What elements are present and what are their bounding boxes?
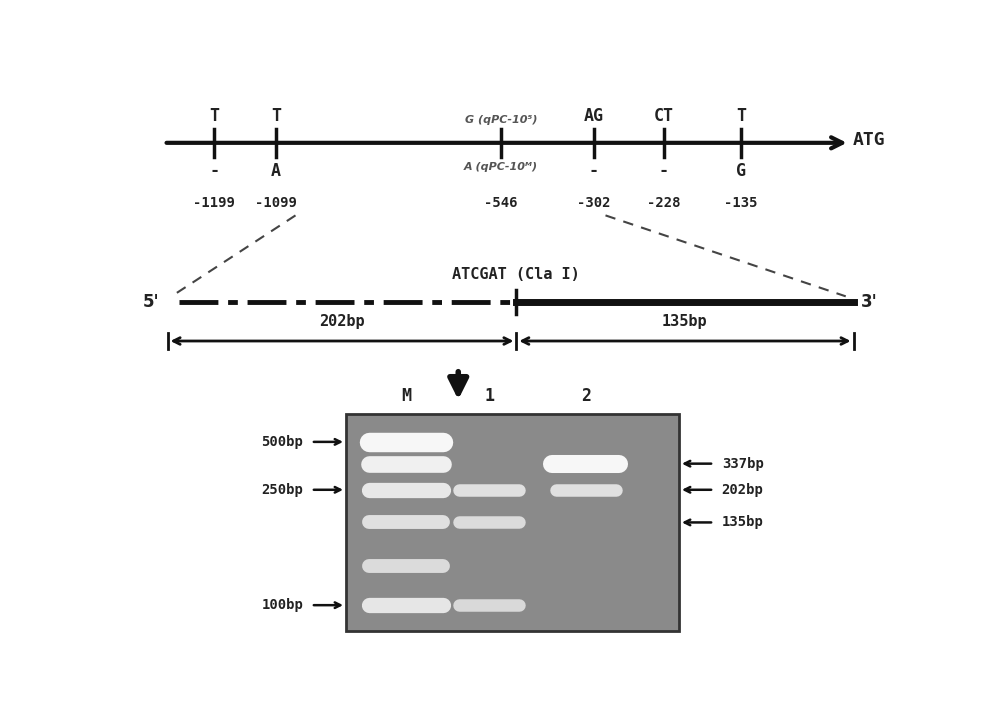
Text: -1199: -1199: [193, 196, 235, 210]
Text: 250bp: 250bp: [261, 483, 303, 497]
Text: 5': 5': [143, 293, 160, 311]
Text: 135bp: 135bp: [662, 314, 708, 328]
Text: T: T: [271, 107, 281, 125]
Text: 202bp: 202bp: [722, 483, 764, 497]
Text: -302: -302: [577, 196, 611, 210]
Text: A: A: [271, 162, 281, 181]
Text: 1: 1: [484, 387, 494, 405]
Text: 3': 3': [861, 293, 878, 311]
Text: -: -: [659, 162, 669, 181]
Text: -546: -546: [484, 196, 518, 210]
Text: ATCGAT (Cla I): ATCGAT (Cla I): [452, 268, 580, 283]
Text: 500bp: 500bp: [261, 435, 303, 449]
Text: -: -: [209, 162, 219, 181]
Text: AG: AG: [584, 107, 604, 125]
Text: -: -: [589, 162, 599, 181]
Text: CT: CT: [654, 107, 674, 125]
Text: M: M: [401, 387, 411, 405]
Text: A (qPC-10ᴹ): A (qPC-10ᴹ): [464, 162, 538, 173]
Bar: [346, 413, 679, 631]
Text: ATG: ATG: [853, 131, 885, 149]
Text: 100bp: 100bp: [261, 598, 303, 612]
Text: 135bp: 135bp: [722, 515, 764, 529]
Text: G: G: [736, 162, 746, 181]
Text: G (qPC-10⁵): G (qPC-10⁵): [465, 115, 537, 125]
Text: 202bp: 202bp: [319, 314, 365, 328]
Text: T: T: [736, 107, 746, 125]
Text: T: T: [209, 107, 219, 125]
Text: -135: -135: [724, 196, 758, 210]
Text: -1099: -1099: [255, 196, 297, 210]
Text: -228: -228: [647, 196, 680, 210]
Text: 2: 2: [581, 387, 591, 405]
Text: 337bp: 337bp: [722, 457, 764, 471]
